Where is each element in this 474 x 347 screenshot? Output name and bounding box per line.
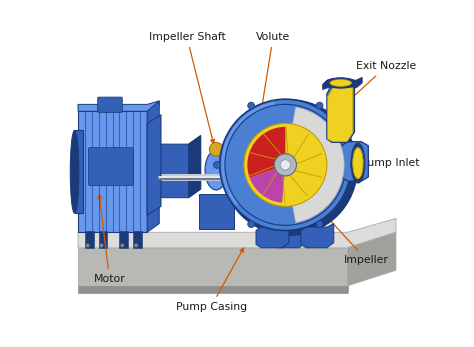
Polygon shape [133,231,142,248]
Polygon shape [347,232,396,286]
Circle shape [316,221,323,228]
Polygon shape [99,231,108,248]
Polygon shape [85,231,93,248]
Text: Motor: Motor [93,195,125,284]
Wedge shape [247,127,285,178]
Polygon shape [273,218,304,248]
Ellipse shape [353,147,363,179]
Ellipse shape [330,79,351,86]
Polygon shape [323,77,362,90]
Text: Pump Casing: Pump Casing [175,248,246,312]
Polygon shape [119,231,128,248]
Circle shape [316,102,323,109]
Circle shape [220,99,351,230]
Circle shape [244,124,327,206]
Circle shape [210,142,223,156]
FancyBboxPatch shape [98,97,122,112]
Circle shape [225,104,346,225]
Polygon shape [78,218,396,248]
Polygon shape [301,223,334,248]
Wedge shape [250,165,285,203]
Polygon shape [74,130,83,213]
Circle shape [120,243,124,247]
Wedge shape [221,102,285,206]
Polygon shape [78,101,159,111]
Circle shape [213,161,220,168]
Text: Impeller Shaft: Impeller Shaft [148,32,225,144]
Polygon shape [78,248,347,286]
Circle shape [350,161,357,168]
Polygon shape [159,135,201,198]
Ellipse shape [351,143,365,183]
Polygon shape [341,142,368,181]
Circle shape [221,99,358,236]
Polygon shape [189,135,201,198]
Ellipse shape [205,150,228,190]
Circle shape [100,243,104,247]
Circle shape [86,243,90,247]
Polygon shape [147,101,159,232]
Polygon shape [328,88,353,142]
Circle shape [248,221,255,228]
Text: Impeller: Impeller [328,218,389,265]
Ellipse shape [325,78,356,88]
Circle shape [134,243,138,247]
Polygon shape [78,286,347,293]
Polygon shape [199,194,234,229]
Polygon shape [78,111,147,232]
Circle shape [280,160,291,170]
Ellipse shape [70,130,79,213]
Text: Volute: Volute [256,32,290,118]
Polygon shape [147,115,161,215]
Circle shape [248,102,255,109]
FancyBboxPatch shape [88,147,133,186]
Text: Exit Nozzle: Exit Nozzle [340,61,417,109]
Text: Pump Inlet: Pump Inlet [356,158,420,170]
Wedge shape [285,107,344,223]
Circle shape [274,154,296,176]
Polygon shape [327,84,355,142]
Polygon shape [256,223,289,248]
